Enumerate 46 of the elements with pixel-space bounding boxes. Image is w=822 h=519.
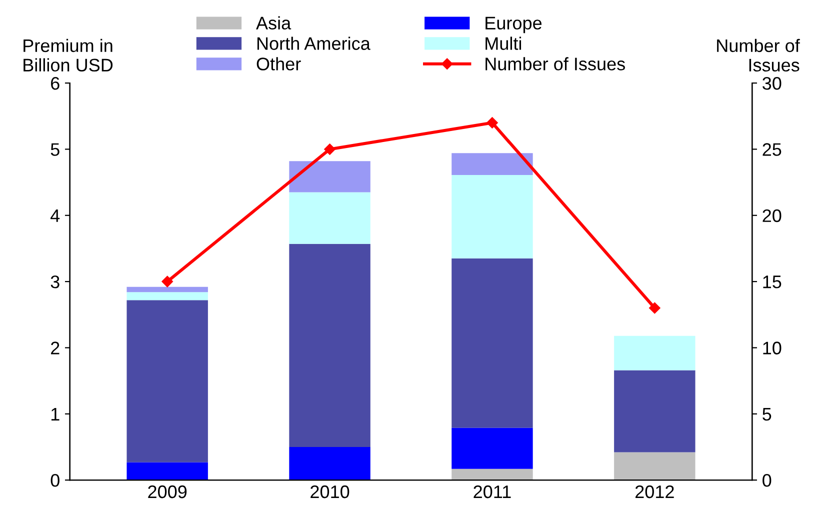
y-tick-label: 5 [50,143,60,156]
y2-tick-label: 5 [762,408,772,421]
y2-tick-label: 10 [763,342,782,354]
y-tick-label: 6 [51,76,60,90]
x-tick-label: 2011 [474,485,511,498]
legend-label: Number of Issues [486,57,625,70]
y2-tick-label: 20 [762,209,782,222]
x-tick-label: 2009 [148,485,187,498]
y-tick-label: 2 [51,342,60,354]
x-tick-label: 2010 [310,485,350,498]
bar [289,244,370,447]
x-tick-label: 2012 [635,485,674,498]
bar [289,161,370,192]
legend-label: North America [257,36,370,50]
y2-tick-label: 0 [762,474,772,487]
bar [452,258,533,428]
bar [614,452,696,480]
bar [614,336,696,370]
y-tick-label: 4 [50,210,60,222]
bar [452,175,533,258]
point [162,276,173,288]
y2-tick-label: 30 [762,76,782,90]
point [649,302,660,314]
bar [452,153,533,176]
y2-tick-label: 25 [762,143,782,156]
bar [452,468,533,480]
bar [452,428,533,469]
y2-tick-label: 15 [763,276,782,288]
legend-label: Multi [486,36,522,50]
legend-label: Europe [486,16,542,34]
legend-label: Asia [256,16,292,30]
y-tick-label: 1 [51,408,60,420]
y-tick-label: 0 [50,474,60,487]
bar [126,286,208,292]
y2-axis-title: Number of Issues [717,38,800,72]
bar [289,446,370,480]
bar [126,292,208,300]
bar [126,300,208,462]
bar [289,192,370,244]
bar [614,370,696,452]
y-tick-label: 3 [50,275,60,288]
point [324,144,336,155]
legend-label: Other [256,57,301,70]
y-axis-title: Premium in Billion USD [24,38,113,72]
point [486,117,498,128]
bar [126,462,208,480]
